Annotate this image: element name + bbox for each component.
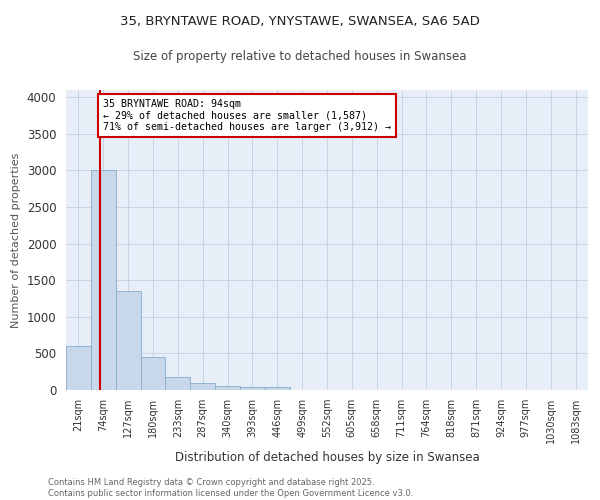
X-axis label: Distribution of detached houses by size in Swansea: Distribution of detached houses by size … [175,451,479,464]
Bar [166,377,190,390]
Bar [66,346,91,390]
Bar [240,387,265,390]
Bar [116,291,140,390]
Bar [190,384,215,390]
Bar [265,387,290,390]
Text: 35, BRYNTAWE ROAD, YNYSTAWE, SWANSEA, SA6 5AD: 35, BRYNTAWE ROAD, YNYSTAWE, SWANSEA, SA… [120,15,480,28]
Text: Size of property relative to detached houses in Swansea: Size of property relative to detached ho… [133,50,467,63]
Bar [140,357,166,390]
Bar [215,386,240,390]
Text: Contains HM Land Registry data © Crown copyright and database right 2025.
Contai: Contains HM Land Registry data © Crown c… [48,478,413,498]
Text: 35 BRYNTAWE ROAD: 94sqm
← 29% of detached houses are smaller (1,587)
71% of semi: 35 BRYNTAWE ROAD: 94sqm ← 29% of detache… [103,99,391,132]
Y-axis label: Number of detached properties: Number of detached properties [11,152,21,328]
Bar [91,170,116,390]
